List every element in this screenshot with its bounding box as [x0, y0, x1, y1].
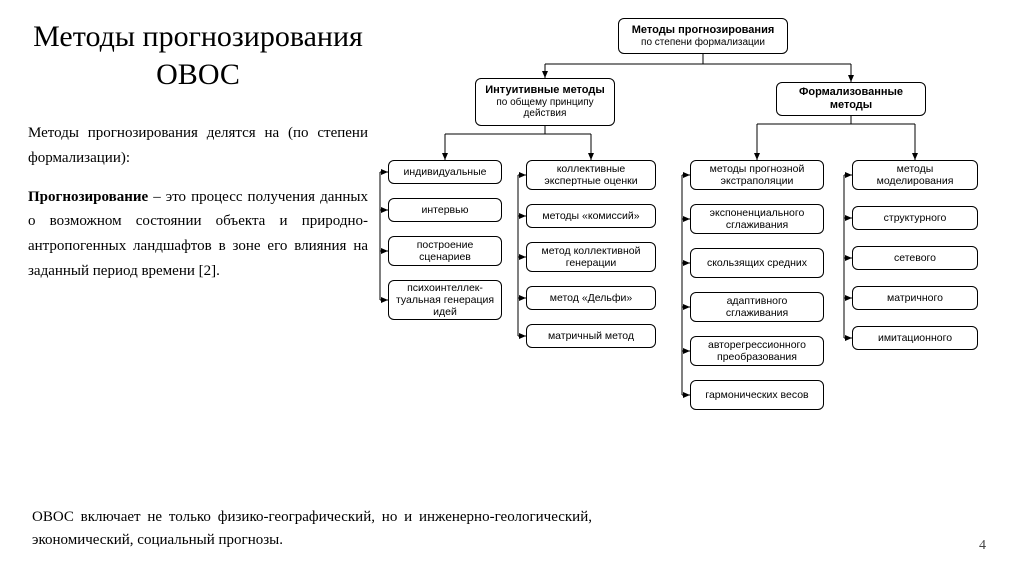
node-c3f: гармонических весов [690, 380, 824, 410]
page-number: 4 [979, 538, 986, 554]
node-c3d: адаптивного сглаживания [690, 292, 824, 322]
slide: Методы прогнозирования ОВОС Методы прогн… [0, 0, 1024, 574]
node-c4c: сетевого [852, 246, 978, 270]
methods-tree-diagram: Методы прогнозированияпо степени формали… [376, 18, 1006, 478]
footnote: ОВОС включает не только физико-географич… [32, 506, 592, 553]
node-c4d: матричного [852, 286, 978, 310]
node-c2a: коллективные экспертные оценки [526, 160, 656, 190]
node-c3e: авторегрессионного преобразования [690, 336, 824, 366]
node-c2b: методы «комиссий» [526, 204, 656, 228]
node-c2d: метод «Дельфи» [526, 286, 656, 310]
node-intuit: Интуитивные методыпо общему принципу дей… [475, 78, 615, 126]
node-c1a: индивидуальные [388, 160, 502, 184]
node-c2e: матричный метод [526, 324, 656, 348]
node-formal: Формализованные методы [776, 82, 926, 116]
page-title: Методы прогнозирования ОВОС [28, 18, 368, 93]
node-c1b: интервью [388, 198, 502, 222]
node-root: Методы прогнозированияпо степени формали… [618, 18, 788, 54]
paragraph-1: Методы прогнозирования делятся на (по ст… [28, 121, 368, 171]
node-c1d: психоинтеллек-туальная генерация идей [388, 280, 502, 320]
node-c4a: методы моделирования [852, 160, 978, 190]
node-c1c: построение сценариев [388, 236, 502, 266]
node-c3c: скользящих средних [690, 248, 824, 278]
node-c3b: экспоненциального сглаживания [690, 204, 824, 234]
node-c4b: структурного [852, 206, 978, 230]
node-c3a: методы прогнозной экстраполяции [690, 160, 824, 190]
term: Прогнозирование [28, 189, 148, 205]
node-c2c: метод коллективной генерации [526, 242, 656, 272]
node-c4e: имитационного [852, 326, 978, 350]
paragraph-2: Прогнозирование – это процесс получения … [28, 185, 368, 284]
body-text: Методы прогнозирования делятся на (по ст… [28, 121, 368, 284]
